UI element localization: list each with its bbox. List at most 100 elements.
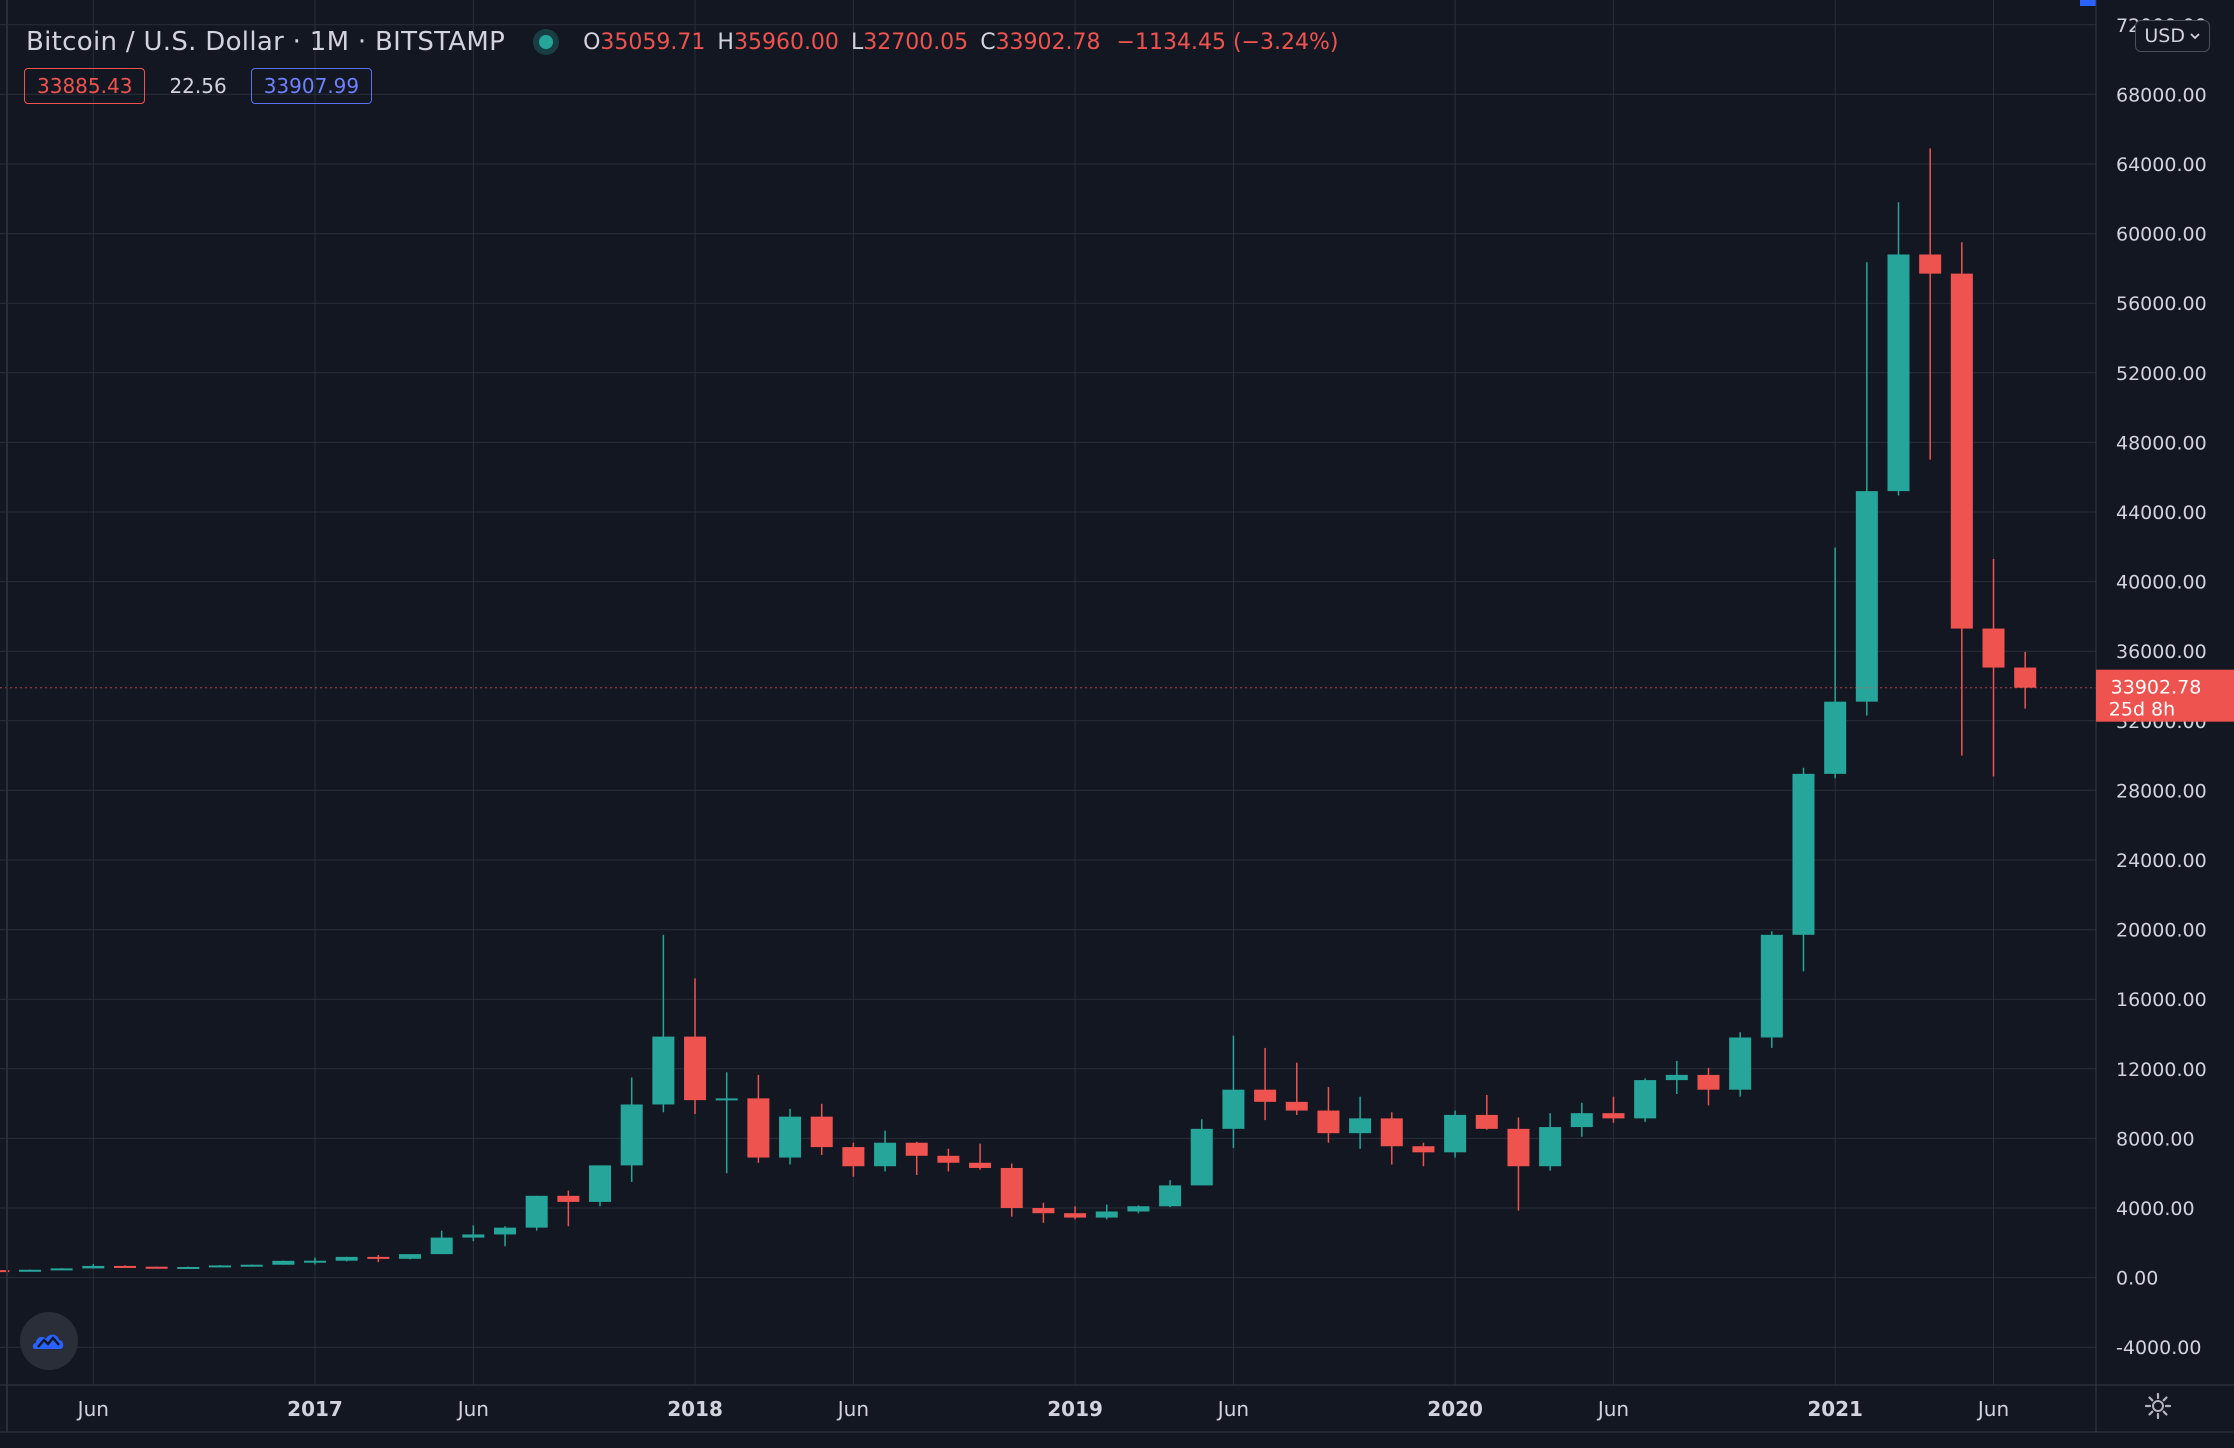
candle-body: [1380, 1118, 1403, 1147]
gear-icon[interactable]: [2144, 1392, 2172, 1420]
candle-body: [335, 1256, 358, 1261]
bid-ask-badges: 33885.43 22.56 33907.99: [24, 68, 373, 104]
candles: [0, 148, 2037, 1273]
candle-body: [652, 1036, 675, 1105]
candle-body: [272, 1260, 295, 1265]
candle-body: [905, 1142, 928, 1156]
y-tick-label: 48000.00: [2116, 432, 2207, 454]
candle-body: [82, 1265, 105, 1269]
candle-body: [1570, 1113, 1593, 1128]
candle-body: [1665, 1074, 1688, 1081]
candle-body: [747, 1098, 770, 1158]
buy-price-button[interactable]: 33907.99: [250, 68, 373, 104]
candle-body: [0, 1270, 10, 1273]
candle-body: [367, 1256, 390, 1259]
candle-body: [874, 1142, 897, 1167]
candle-body: [1000, 1167, 1023, 1208]
x-tick-label: 2017: [287, 1397, 343, 1421]
tradingview-logo-icon[interactable]: [20, 1312, 78, 1370]
candle-body: [1349, 1118, 1372, 1134]
x-axis-ticks: Jun 2017 Jun 2018 Jun 2019 Jun 2020 Jun 2021 Jun: [76, 1397, 2009, 1421]
candle-body: [1222, 1089, 1245, 1129]
y-tick-label: -4000.00: [2116, 1337, 2201, 1359]
x-tick-label: Jun: [836, 1397, 869, 1421]
y-tick-label: 20000.00: [2116, 920, 2207, 942]
candle-body: [1317, 1110, 1340, 1134]
y-tick-label: 0.00: [2116, 1268, 2158, 1290]
candle-body: [684, 1036, 707, 1101]
x-tick-label: 2020: [1427, 1397, 1483, 1421]
candle-body: [1507, 1128, 1530, 1167]
candle-body: [240, 1264, 263, 1267]
candle-body: [1982, 628, 2005, 668]
candle-body: [177, 1266, 200, 1269]
y-tick-label: 40000.00: [2116, 572, 2207, 594]
x-tick-label: 2019: [1047, 1397, 1103, 1421]
low-label: L: [850, 29, 864, 55]
candle-body: [1412, 1146, 1435, 1153]
candle-body: [1254, 1089, 1277, 1102]
y-tick-label: 56000.00: [2116, 293, 2207, 315]
open-label: O: [583, 29, 601, 55]
candle-body: [462, 1234, 485, 1238]
candle-body: [18, 1269, 41, 1272]
y-tick-label: 60000.00: [2116, 224, 2207, 246]
candle-body: [1697, 1074, 1720, 1090]
symbol-title[interactable]: Bitcoin / U.S. Dollar · 1M · BITSTAMP: [26, 27, 506, 57]
candle-body: [1824, 701, 1847, 774]
y-tick-label: 16000.00: [2116, 989, 2207, 1011]
candle-body: [937, 1155, 960, 1163]
open-value: 35059.71: [600, 29, 706, 55]
candle-body: [1919, 254, 1942, 274]
x-tick-label: Jun: [456, 1397, 489, 1421]
y-tick-label: 12000.00: [2116, 1059, 2207, 1081]
y-tick-label: 68000.00: [2116, 84, 2207, 106]
y-tick-label: 52000.00: [2116, 363, 2207, 385]
candle-body: [1792, 773, 1815, 935]
candle-body: [1539, 1127, 1562, 1167]
candle-body: [1855, 491, 1878, 702]
candle-body: [399, 1254, 422, 1259]
current-price-text: 33902.78: [2111, 677, 2202, 699]
chevron-down-icon: [2190, 33, 2200, 40]
x-tick-label: Jun: [1596, 1397, 1629, 1421]
candle-body: [557, 1195, 580, 1202]
candle-body: [1950, 273, 1973, 629]
candle-body: [1475, 1114, 1498, 1129]
currency-label: USD: [2144, 25, 2185, 47]
y-tick-label: 64000.00: [2116, 154, 2207, 176]
candle-body: [620, 1104, 643, 1166]
market-status-icon[interactable]: [539, 35, 554, 49]
cloud-logo-icon: [32, 1334, 64, 1349]
candle-body: [1602, 1113, 1625, 1119]
candle-body: [1159, 1185, 1182, 1207]
candle-countdown-text: 25d 8h: [2109, 699, 2175, 721]
y-tick-label: 8000.00: [2116, 1128, 2195, 1150]
spread-value: 22.56: [169, 74, 227, 98]
candle-body: [525, 1195, 548, 1228]
candle-body: [1634, 1080, 1657, 1119]
candle-body: [1095, 1211, 1118, 1218]
change-value: −1134.45 (−3.24%): [1116, 29, 1339, 55]
y-tick-label: 24000.00: [2116, 850, 2207, 872]
y-tick-label: 4000.00: [2116, 1198, 2195, 1220]
candle-body: [145, 1266, 168, 1269]
high-label: H: [717, 29, 734, 55]
candle-body: [208, 1265, 231, 1268]
candle-body: [1064, 1213, 1087, 1218]
sell-price-button[interactable]: 33885.43: [24, 68, 146, 104]
candle-body: [1444, 1114, 1467, 1153]
candle-body: [1190, 1128, 1213, 1186]
candle-body: [50, 1268, 73, 1271]
low-value: 32700.05: [863, 29, 969, 55]
candle-body: [2014, 667, 2037, 688]
currency-selector[interactable]: USD: [2135, 20, 2210, 52]
grid-lines: [0, 0, 2096, 1385]
candle-body: [494, 1227, 517, 1235]
candle-body: [810, 1116, 833, 1148]
x-tick-label: 2018: [667, 1397, 723, 1421]
close-value: 33902.78: [995, 29, 1101, 55]
symbol-legend: Bitcoin / U.S. Dollar · 1M · BITSTAMP O3…: [26, 22, 1338, 62]
x-tick-label: 2021: [1807, 1397, 1863, 1421]
